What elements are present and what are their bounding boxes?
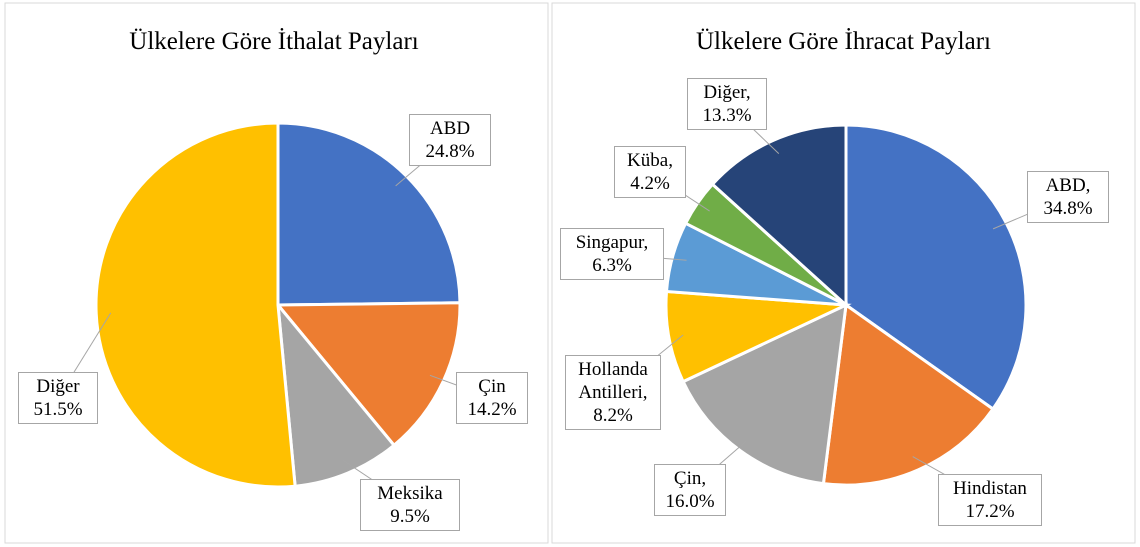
data-label: Çin 14.2% [456, 372, 528, 424]
pie-slice [276, 121, 462, 307]
pie-slice [844, 123, 1028, 412]
pie-slice [94, 121, 297, 489]
data-label: Küba, 4.2% [614, 146, 686, 198]
label-category: Meksika [377, 483, 443, 504]
label-value: 6.3% [592, 255, 632, 276]
label-value: 34.8% [1043, 198, 1093, 219]
chart-title: Ülkelere Göre İthalat Payları [129, 28, 419, 55]
label-category: Hollanda Antilleri, [578, 358, 648, 403]
data-label: Çin, 16.0% [654, 464, 726, 516]
pie-slice [664, 289, 852, 384]
data-label: Diğer 51.5% [18, 372, 98, 424]
label-category: ABD, [1045, 175, 1091, 196]
data-label: Singapur, 6.3% [560, 228, 664, 280]
pie-slice [274, 301, 462, 448]
pie-slice [821, 302, 996, 487]
data-label: Hollanda Antilleri, 8.2% [565, 354, 661, 430]
label-category: Çin, [673, 468, 707, 489]
label-value: 16.0% [665, 491, 715, 512]
data-label: Hindistan 17.2% [938, 474, 1042, 526]
label-value: 4.2% [630, 173, 670, 194]
label-value: 17.2% [965, 501, 1015, 522]
data-label: Meksika 9.5% [360, 479, 460, 531]
data-label: ABD, 34.8% [1027, 171, 1109, 223]
label-value: 8.2% [593, 404, 633, 426]
label-category: Diğer, [703, 82, 751, 103]
label-category: Çin [478, 376, 506, 397]
chart-title: Ülkelere Göre İhracat Payları [696, 28, 991, 55]
label-value: 9.5% [390, 506, 430, 527]
label-value: 51.5% [33, 399, 83, 420]
label-category: Hindistan [953, 478, 1027, 499]
label-value: 14.2% [467, 399, 517, 420]
pie-slice [276, 300, 397, 488]
label-value: 24.8% [425, 141, 475, 162]
label-category: ABD [429, 118, 471, 139]
label-category: Singapur, [575, 232, 649, 253]
data-label: Diğer, 13.3% [687, 78, 767, 130]
pie-slice [681, 302, 848, 486]
label-category: Küba, [627, 150, 673, 171]
label-category: Diğer [36, 376, 80, 397]
data-label: ABD 24.8% [409, 114, 491, 166]
label-value: 13.3% [702, 105, 752, 126]
pie-slice [710, 123, 848, 309]
